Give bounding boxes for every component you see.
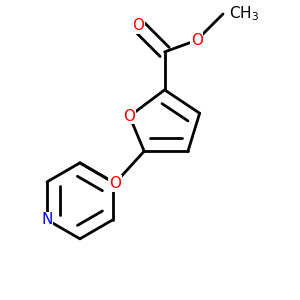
Text: O: O [132,18,144,33]
Text: O: O [109,176,121,191]
Text: O: O [191,33,203,48]
Text: O: O [124,109,136,124]
Text: CH$_3$: CH$_3$ [229,4,259,23]
Text: N: N [41,212,53,227]
